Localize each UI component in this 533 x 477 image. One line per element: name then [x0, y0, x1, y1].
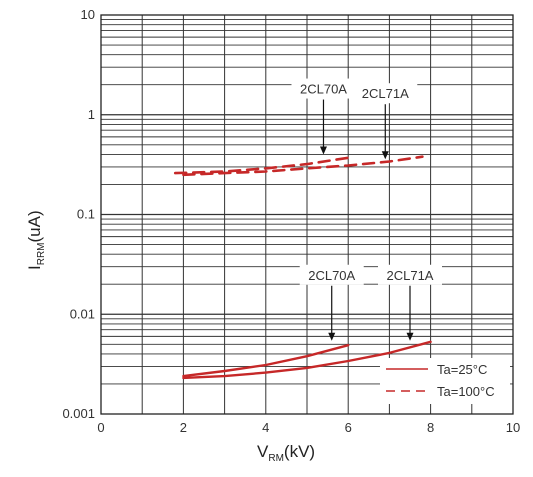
annotation-label: 2CL71A [362, 86, 409, 101]
legend-label-dashed: Ta=100°C [437, 384, 495, 399]
tick-labels: 0 2 4 6 8 10 10 1 0.1 0.01 0.001 [62, 7, 520, 435]
legend: Ta=25°C Ta=100°C [380, 358, 510, 404]
x-axis-title-main: V [257, 442, 269, 461]
y-axis-title: IRRM(uA) [25, 210, 47, 270]
x-tick-label: 10 [506, 420, 520, 435]
annotation-bg [291, 78, 356, 99]
annotation-arrow-head [319, 146, 327, 155]
grid [101, 15, 513, 414]
y-tick-label: 0.01 [70, 306, 95, 321]
annotation-arrow-head [406, 332, 414, 341]
plot-frame [100, 14, 514, 415]
legend-box [380, 358, 510, 404]
y-axis-title-sub: RRM [36, 242, 47, 265]
annotations: 2CL70A 2CL71A 2CL70A 2CL71A [291, 78, 442, 341]
svg-text:VRM(kV): VRM(kV) [257, 442, 315, 464]
x-axis-title-unit: (kV) [284, 442, 315, 461]
annotation-bg [378, 264, 442, 285]
x-tick-label: 2 [180, 420, 187, 435]
x-tick-label: 4 [262, 420, 269, 435]
x-axis-title: VRM(kV) [257, 442, 315, 464]
series-group [173, 155, 432, 380]
annotation-label: 2CL71A [387, 268, 434, 283]
series-line-100c-2cl70a [173, 156, 350, 175]
series-line-25c-2cl70a [182, 344, 350, 378]
x-axis-title-sub: RM [268, 453, 284, 464]
annotation-bg [299, 264, 364, 285]
y-tick-label: 1 [88, 107, 95, 122]
y-axis-title-unit: (uA) [25, 210, 44, 242]
annotation-bg [353, 83, 418, 104]
x-tick-label: 8 [427, 420, 434, 435]
annotation-label: 2CL70A [300, 82, 347, 97]
annotation-arrow-head [328, 332, 336, 341]
x-tick-label: 0 [97, 420, 104, 435]
y-axis-title-main: I [25, 265, 44, 270]
y-tick-label: 0.001 [62, 406, 95, 421]
y-tick-label: 10 [81, 7, 95, 22]
legend-label-solid: Ta=25°C [437, 362, 487, 377]
annotation-label: 2CL70A [308, 268, 355, 283]
annotation-arrow-head [381, 151, 389, 160]
series-line-100c-2cl71a [182, 155, 424, 177]
series-line-25c-2cl71a [182, 340, 432, 380]
x-tick-label: 6 [345, 420, 352, 435]
y-tick-label: 0.1 [77, 207, 95, 222]
svg-text:IRRM(uA): IRRM(uA) [25, 210, 47, 270]
